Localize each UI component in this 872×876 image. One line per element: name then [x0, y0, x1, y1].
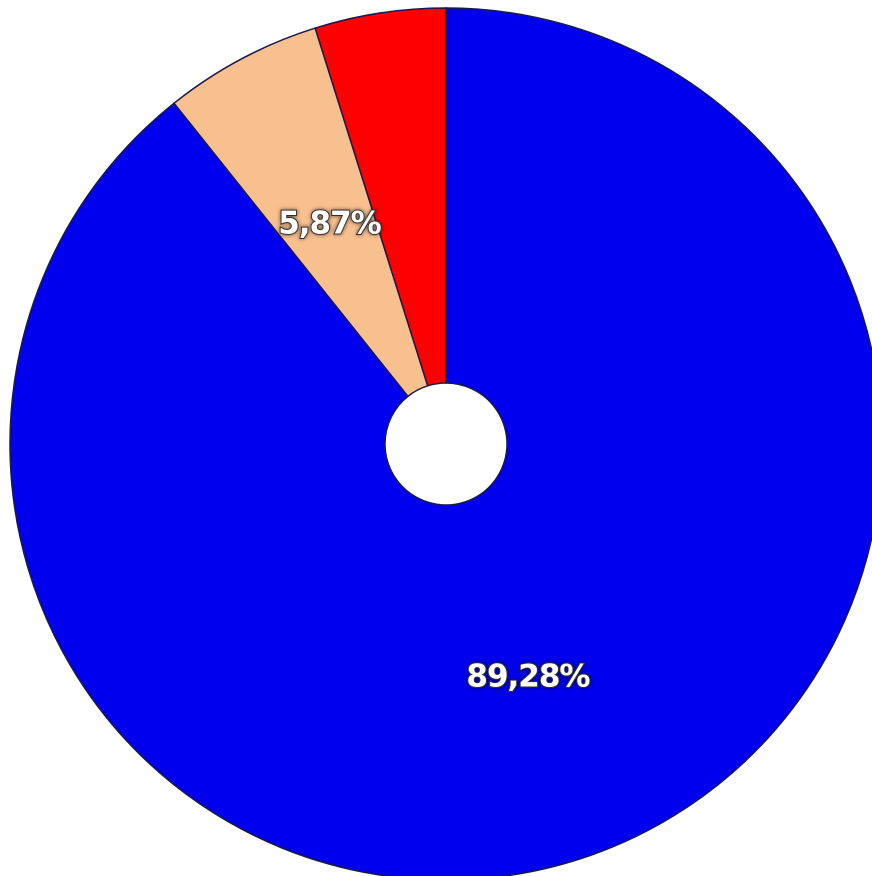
data-label: 5,87%: [278, 206, 381, 242]
pie-slice: [314, 7, 447, 387]
data-label: 89,28%: [466, 659, 590, 695]
pie-slice: [9, 7, 872, 876]
pie-slice: [172, 27, 429, 398]
